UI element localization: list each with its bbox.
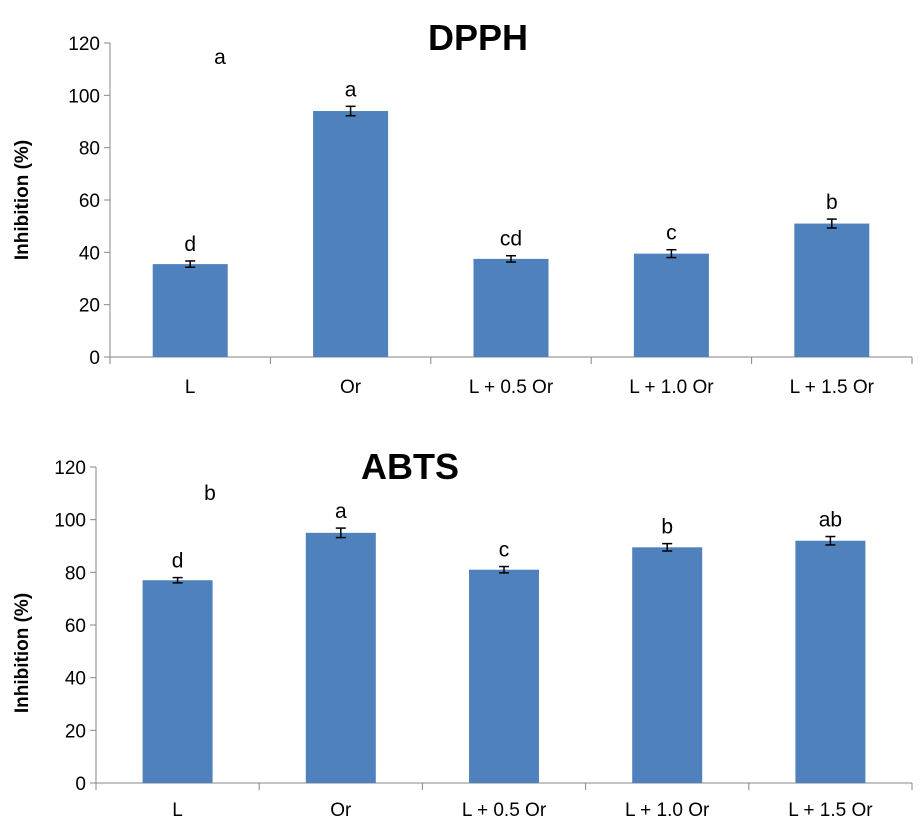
x-tick-label: L + 1.0 Or — [629, 377, 714, 398]
significance-label: cd — [500, 228, 522, 251]
y-tick-label: 0 — [75, 774, 86, 795]
bar — [313, 111, 389, 358]
x-tick-label: L + 1.0 Or — [625, 800, 710, 821]
y-tick-label: 80 — [79, 139, 100, 160]
y-tick-label: 120 — [68, 34, 100, 55]
significance-label: a — [345, 78, 357, 101]
bar — [152, 264, 228, 357]
y-tick-label: 100 — [68, 86, 100, 107]
chart-title: ABTS — [361, 446, 459, 487]
chart-title: DPPH — [428, 17, 528, 58]
abts-chart-svg: ABTS Inhibition (%) b 0 20 40 60 80 100 120 d La… — [12, 446, 913, 821]
x-tick-label: L — [172, 800, 183, 821]
bar — [469, 569, 539, 783]
y-tick-label: 60 — [79, 191, 100, 212]
y-axis-label: Inhibition (%) — [12, 140, 33, 260]
bar — [794, 223, 870, 357]
significance-label: b — [826, 191, 838, 214]
x-tick-label: L + 0.5 Or — [469, 377, 554, 398]
significance-label: a — [335, 500, 347, 523]
significance-label: b — [661, 516, 673, 539]
y-tick-label: 100 — [54, 511, 86, 532]
bar — [795, 540, 866, 783]
significance-label: c — [666, 222, 677, 245]
x-tick-label: Or — [340, 377, 362, 398]
x-tick-label: L + 1.5 Or — [788, 800, 873, 821]
y-tick-label: 40 — [79, 243, 100, 264]
y-tick-label: 120 — [54, 458, 86, 479]
x-tick-label: L — [185, 377, 196, 398]
y-tick-label: 60 — [65, 616, 86, 637]
y-tick-label: 20 — [65, 721, 86, 742]
x-tick-label: Or — [330, 800, 352, 821]
y-tick-label: 20 — [79, 296, 100, 317]
significance-label: ab — [819, 509, 842, 532]
bar — [142, 580, 213, 783]
x-tick-label: L + 0.5 Or — [462, 800, 547, 821]
dpph-chart-svg: DPPH Inhibition (%) a 0 20 40 60 80 100 120 d La… — [12, 17, 913, 398]
significance-label: c — [499, 539, 510, 562]
y-tick-label: 80 — [65, 563, 86, 584]
significance-label: d — [184, 233, 196, 256]
annotation-label: a — [214, 46, 226, 69]
x-tick-label: L + 1.5 Or — [790, 377, 875, 398]
y-tick-label: 40 — [65, 669, 86, 690]
y-tick-label: 0 — [89, 348, 100, 369]
significance-label: d — [172, 550, 184, 573]
annotation-label: b — [204, 482, 216, 505]
y-axis-label: Inhibition (%) — [12, 593, 33, 713]
bar — [633, 253, 709, 357]
bar — [632, 547, 703, 783]
bar — [305, 532, 376, 783]
bar — [473, 258, 549, 357]
